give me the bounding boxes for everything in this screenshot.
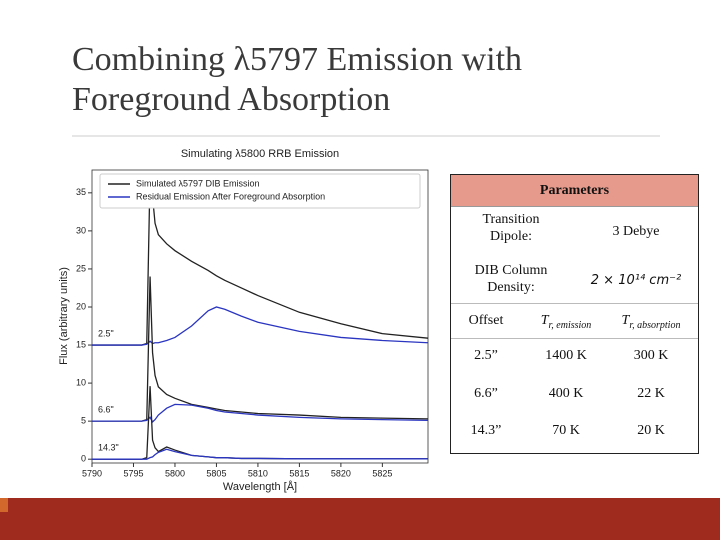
table-cell: Tr, emission — [521, 312, 611, 334]
series-line — [92, 448, 428, 460]
parameters-table: Parameters Transition Dipole: 3 Debye DI… — [450, 174, 699, 454]
table-cell: Offset — [468, 313, 504, 328]
series-line — [92, 276, 429, 422]
table-cell: DIB Column Density: — [474, 263, 548, 295]
table-cell: Transition Dipole: — [482, 212, 540, 244]
offset-label: 6.6" — [98, 405, 114, 415]
x-tick-label: 5820 — [331, 468, 351, 478]
x-tick-label: 5810 — [248, 468, 268, 478]
table-header: Parameters — [451, 175, 698, 207]
y-tick-label: 10 — [76, 377, 86, 387]
table-cell: 2.5” — [474, 348, 498, 363]
x-tick-label: 5805 — [206, 468, 226, 478]
row-separator — [451, 338, 698, 339]
x-tick-label: 5795 — [123, 468, 143, 478]
x-tick-label: 5825 — [372, 468, 392, 478]
legend-label: Residual Emission After Foreground Absor… — [136, 191, 325, 201]
y-tick-label: 0 — [81, 454, 86, 464]
subscript: r, absorption — [629, 319, 681, 331]
table-cell: 400 K — [548, 386, 584, 401]
table-cell: 300 K — [633, 348, 669, 363]
table-cell: 14.3” — [470, 423, 502, 438]
x-tick-label: 5790 — [82, 468, 102, 478]
symbol: T — [540, 313, 549, 328]
table-cell: 70 K — [552, 423, 580, 438]
series-line — [92, 403, 429, 423]
symbol: T — [621, 313, 630, 328]
y-tick-label: 15 — [76, 339, 86, 349]
table-cell: 3 Debye — [612, 224, 660, 239]
table-cell: 20 K — [637, 423, 665, 438]
footer-accent — [0, 498, 8, 512]
slide-title: Combining λ5797 Emission with Foreground… — [72, 40, 522, 120]
series-line — [92, 386, 428, 460]
y-tick-label: 25 — [76, 263, 86, 273]
table-cell: Tr, absorption — [606, 312, 696, 334]
legend-label: Simulated λ5797 DIB Emission — [136, 178, 260, 188]
y-axis-label: Flux (arbitrary units) — [58, 267, 70, 365]
table-cell: 6.6” — [474, 386, 498, 401]
offset-label: 14.3" — [98, 443, 119, 453]
y-tick-label: 5 — [81, 416, 86, 426]
table-cell: 1400 K — [545, 348, 587, 363]
title-line: Foreground Absorption — [72, 81, 391, 118]
footer-band — [0, 498, 720, 540]
x-axis-label: Wavelength [Å] — [223, 480, 297, 493]
title-line: Combining λ5797 Emission with — [72, 41, 523, 78]
table-cell: 2 × 10¹⁴ cm⁻² — [590, 273, 682, 288]
y-tick-label: 30 — [76, 225, 86, 235]
offset-label: 2.5" — [98, 328, 114, 338]
y-tick-label: 20 — [76, 301, 86, 311]
subscript: r, emission — [548, 319, 592, 331]
x-tick-label: 5800 — [165, 468, 185, 478]
chart-title: Simulating λ5800 RRB Emission — [181, 148, 339, 160]
table-cell: 22 K — [637, 386, 665, 401]
x-tick-label: 5815 — [289, 468, 309, 478]
y-tick-label: 35 — [76, 187, 86, 197]
legend-box — [99, 173, 421, 209]
series-line — [92, 306, 429, 346]
plot-frame — [91, 169, 429, 464]
row-separator — [451, 303, 698, 304]
